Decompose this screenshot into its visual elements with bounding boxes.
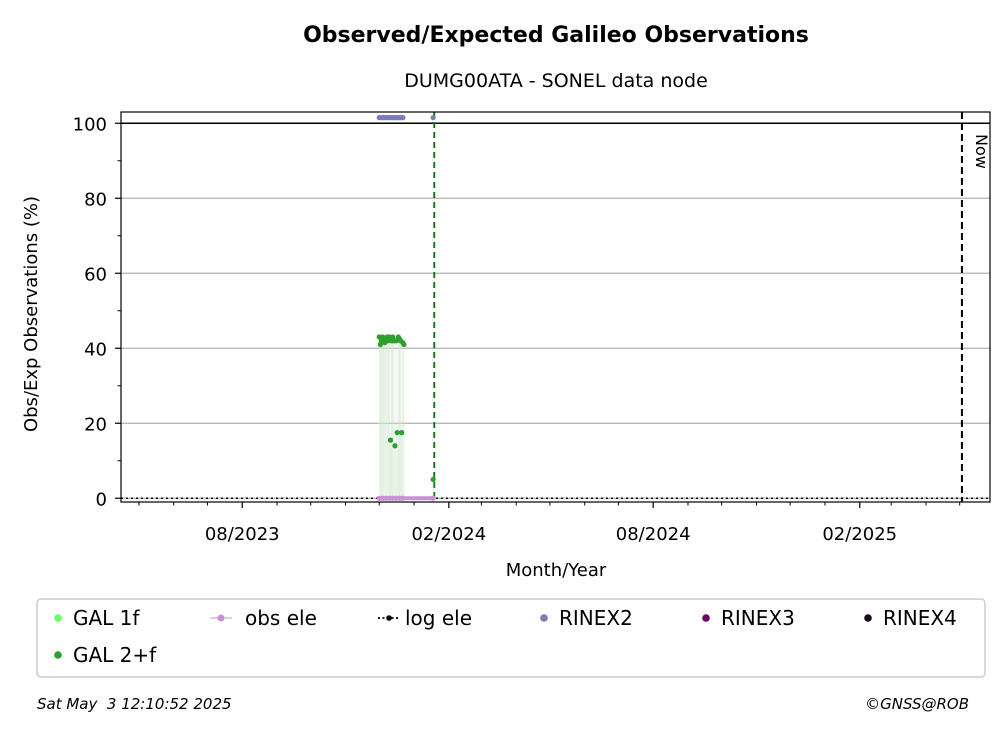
legend-box: [36, 598, 986, 678]
legend-item: RINEX2: [540, 606, 633, 630]
legend-marker: [217, 614, 225, 622]
footer-timestamp: Sat May 3 12:10:52 2025: [37, 695, 232, 713]
grid-lines: [121, 122, 990, 499]
reference-lines: Now: [121, 112, 991, 502]
chart-subtitle: DUMG00ATA - SONEL data node: [404, 70, 708, 92]
obs-ele-point: [430, 495, 436, 501]
gal-2-f-point: [430, 476, 436, 483]
legend-label: GAL 2+f: [73, 643, 157, 667]
legend-item: GAL 1f: [54, 606, 140, 630]
legend-item: log ele: [378, 606, 472, 630]
plot-frame: [120, 111, 991, 503]
legend-marker: [702, 614, 710, 622]
legend-item: GAL 2+f: [54, 643, 157, 667]
gal-2-f-point: [387, 437, 394, 443]
data-points: [376, 115, 436, 501]
legend-marker: [386, 615, 392, 621]
legend-marker: [54, 651, 62, 659]
legend-item: RINEX3: [702, 606, 795, 630]
x-tick-label: 02/2024: [411, 524, 486, 545]
x-tick-label: 08/2024: [616, 524, 691, 545]
x-tick-label: 02/2025: [822, 524, 897, 545]
rinex2-point: [400, 115, 406, 121]
gal-2-f-point: [399, 430, 405, 436]
gal-2-f-point: [394, 430, 400, 436]
legend-item: RINEX4: [864, 606, 957, 630]
legend-label: RINEX3: [721, 606, 795, 630]
y-tick-label: 100: [73, 114, 107, 135]
legend-marker: [864, 614, 872, 622]
y-tick-label: 20: [84, 414, 107, 435]
legend-item: obs ele: [210, 606, 317, 630]
y-axis-label: Obs/Exp Observations (%): [21, 196, 42, 432]
chart-title: Observed/Expected Galileo Observations: [303, 23, 809, 48]
legend-label: log ele: [405, 606, 472, 630]
legend-marker: [54, 614, 62, 622]
x-tick-label: 08/2023: [205, 524, 280, 545]
footer-credit: ©GNSS@ROB: [865, 695, 969, 713]
rinex2-point: [430, 115, 436, 121]
y-tick-label: 40: [84, 339, 107, 360]
axis-ticks: 0 20 40 60 80 100 08/2023 02/2024 08/2024 02/2025: [73, 114, 961, 545]
y-tick-label: 60: [84, 264, 107, 285]
now-label: Now: [972, 134, 991, 169]
obs-ele-point: [400, 495, 406, 501]
legend: GAL 1f obs ele log ele RINEX2 RINEX3 RINEX4 GA…: [36, 598, 986, 678]
legend-label: RINEX2: [559, 606, 633, 630]
legend-label: RINEX4: [883, 606, 957, 630]
gal-2-f-point: [392, 443, 398, 449]
legend-label: obs ele: [245, 606, 317, 630]
y-tick-label: 80: [84, 189, 107, 210]
legend-marker: [540, 614, 548, 622]
y-tick-label: 0: [96, 489, 107, 510]
x-axis-label: Month/Year: [506, 560, 607, 581]
gal-2-f-point: [401, 341, 407, 348]
legend-label: GAL 1f: [73, 606, 140, 630]
